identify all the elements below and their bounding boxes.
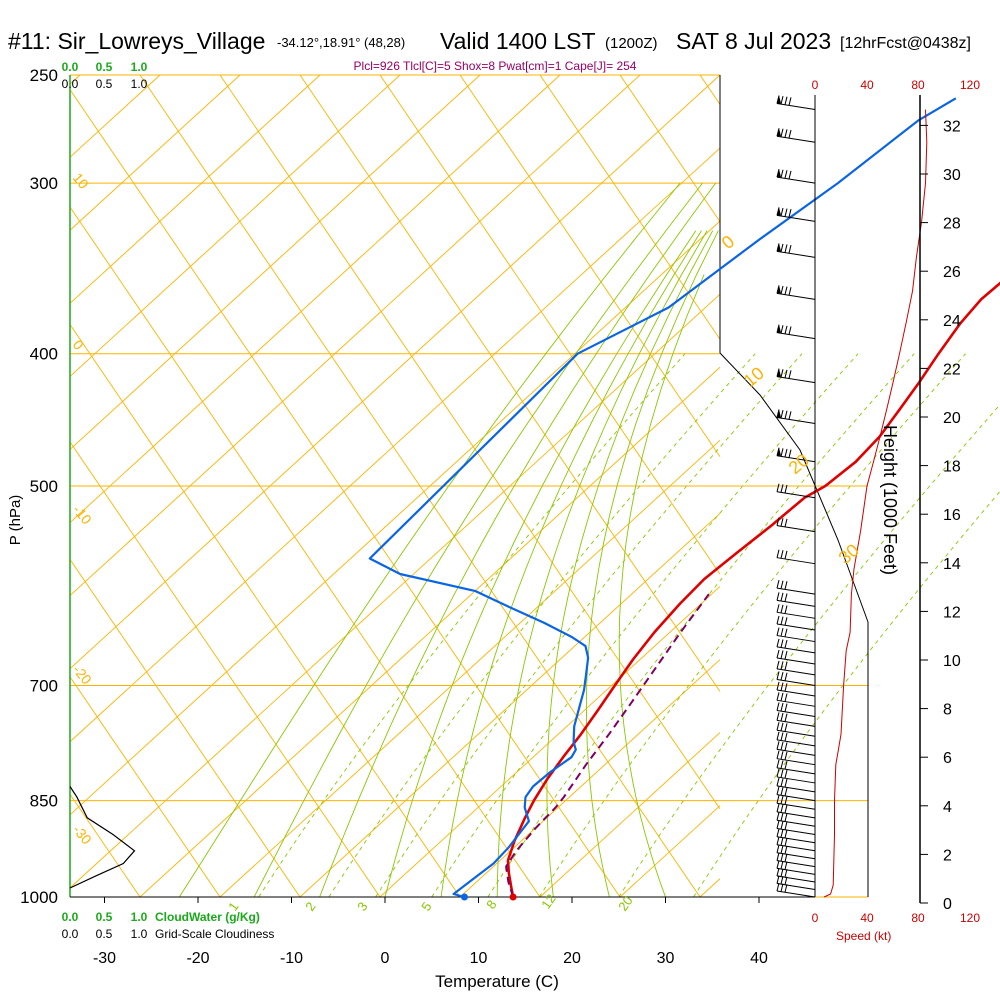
height-tick-label: 28 [943, 216, 961, 233]
speed-tick-label-bottom: 0 [812, 911, 819, 925]
height-tick-label: 18 [943, 459, 961, 476]
x-axis-title: Temperature (C) [435, 972, 559, 991]
speed-tick-label-top: 40 [860, 78, 874, 92]
speed-tick-label-bottom: 80 [911, 911, 925, 925]
pressure-tick-label: 1000 [20, 888, 58, 907]
x-tick-label: -20 [186, 950, 209, 967]
height-tick-label: 14 [943, 556, 961, 573]
height-tick-label: 26 [943, 264, 961, 281]
x-tick-label: -10 [280, 950, 303, 967]
height-tick-label: 32 [943, 118, 961, 135]
height-tick-label: 6 [943, 750, 952, 767]
cloudiness-tick-bottom: 0.5 [96, 927, 113, 941]
cloudwater-tick-bottom: 0.5 [96, 910, 113, 924]
surface-temperature-marker [510, 894, 517, 901]
utc-time: (1200Z) [605, 35, 658, 52]
height-tick-label: 0 [943, 896, 952, 913]
speed-tick-label-bottom: 40 [860, 911, 874, 925]
height-tick-label: 4 [943, 799, 952, 816]
cloudiness-tick-top: 1.0 [131, 77, 148, 91]
station-title: #11: Sir_Lowreys_Village [8, 28, 265, 54]
valid-time: Valid 1400 LST [440, 28, 596, 54]
height-tick-label: 10 [943, 653, 961, 670]
speed-tick-label-bottom: 120 [960, 911, 980, 925]
height-axis-title: Height (1000 Feet) [880, 425, 900, 575]
cloudiness-tick-top: 0.0 [62, 77, 79, 91]
height-tick-label: 30 [943, 167, 961, 184]
cloudiness-tick-bottom: 0.0 [62, 927, 79, 941]
pressure-tick-label: 700 [30, 677, 58, 696]
speed-tick-label-top: 120 [960, 78, 980, 92]
height-tick-label: 24 [943, 313, 961, 330]
stability-indices: Plcl=926 Tlcl[C]=5 Shox=8 Pwat[cm]=1 Cap… [354, 59, 637, 73]
forecast-info: [12hrFcst@0438z] [840, 35, 971, 52]
cloudiness-tick-top: 0.5 [96, 77, 113, 91]
pressure-tick-label: 300 [30, 174, 58, 193]
speed-tick-label-top: 80 [911, 78, 925, 92]
x-tick-label: 0 [381, 950, 390, 967]
height-tick-label: 22 [943, 361, 961, 378]
height-tick-label: 2 [943, 847, 952, 864]
height-tick-label: 20 [943, 410, 961, 427]
cloudwater-tick-bottom: 1.0 [131, 910, 148, 924]
height-tick-label: 12 [943, 604, 961, 621]
x-tick-label: 20 [563, 950, 581, 967]
speed-tick-label-top: 0 [812, 78, 819, 92]
cloudwater-tick-bottom: 0.0 [62, 910, 79, 924]
cloudwater-tick-top: 0.5 [96, 60, 113, 74]
forecast-date: SAT 8 Jul 2023 [676, 28, 831, 54]
cloudwater-tick-top: 0.0 [62, 60, 79, 74]
cloudiness-label: Grid-Scale Cloudiness [155, 927, 274, 941]
pressure-tick-label: 400 [30, 345, 58, 364]
x-tick-label: 10 [470, 950, 488, 967]
speed-label: Speed (kt) [836, 929, 891, 943]
height-tick-label: 16 [943, 507, 961, 524]
station-coords: -34.12°,18.91° (48,28) [277, 35, 405, 50]
x-tick-label: 40 [750, 950, 768, 967]
x-tick-label: 30 [657, 950, 675, 967]
cloudwater-label: CloudWater (g/Kg) [155, 910, 260, 924]
pressure-tick-label: 500 [30, 477, 58, 496]
x-tick-label: -30 [93, 950, 116, 967]
y-axis-title: P (hPa) [7, 495, 24, 546]
height-tick-label: 8 [943, 702, 952, 719]
pressure-tick-label: 850 [30, 792, 58, 811]
pressure-tick-label: 250 [30, 66, 58, 85]
cloudwater-tick-top: 1.0 [131, 60, 148, 74]
surface-dewpoint-marker [461, 894, 468, 901]
cloudiness-tick-bottom: 1.0 [131, 927, 148, 941]
